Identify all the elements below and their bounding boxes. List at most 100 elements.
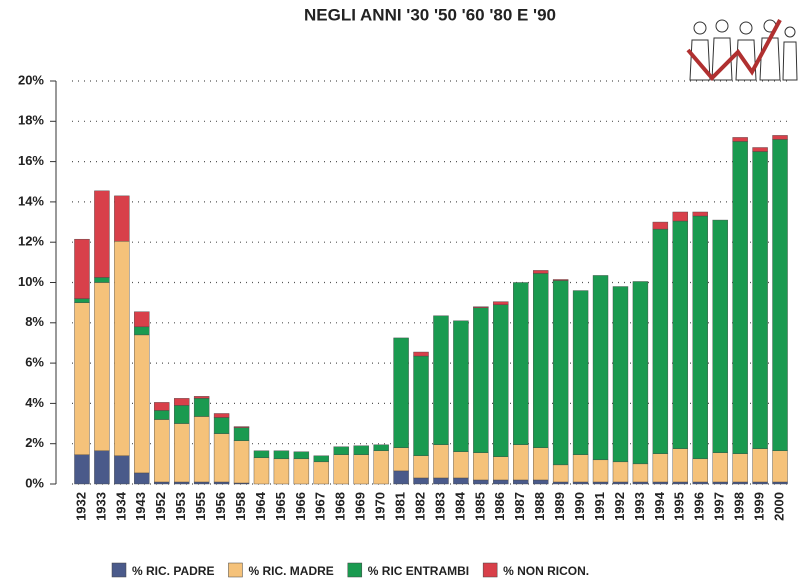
bar-segment xyxy=(552,280,569,466)
bar-segment xyxy=(752,147,768,152)
bar-segment xyxy=(134,326,150,336)
bar-segment xyxy=(672,211,689,222)
y-tick-label: 20% xyxy=(18,72,44,87)
bar-segment xyxy=(712,219,728,453)
bar-segment xyxy=(413,455,429,479)
bar-segment xyxy=(393,470,409,485)
bar-segment xyxy=(652,221,669,230)
x-tick-label: 1988 xyxy=(532,492,547,521)
bar-segment xyxy=(532,270,549,274)
bar-segment xyxy=(712,481,728,485)
x-tick-label: 1934 xyxy=(113,491,128,521)
x-tick-label: 1933 xyxy=(93,492,108,521)
x-tick-label: 1969 xyxy=(353,492,368,521)
bar-segment xyxy=(154,402,170,411)
bar-segment xyxy=(493,456,509,481)
legend-swatch xyxy=(111,562,127,578)
x-tick-label: 1997 xyxy=(712,492,727,521)
bar-segment xyxy=(193,416,210,483)
people-icon xyxy=(686,19,798,81)
bar-segment xyxy=(333,454,349,485)
bar-segment xyxy=(752,448,768,483)
bar-segment xyxy=(233,426,250,428)
bar-segment xyxy=(652,228,669,454)
bar-segment xyxy=(293,451,310,460)
bar-segment xyxy=(433,315,449,445)
bar-segment xyxy=(173,405,190,424)
bar-segment xyxy=(313,461,330,485)
bar-segment xyxy=(552,481,569,485)
bar-segment xyxy=(732,141,748,454)
x-tick-label: 1998 xyxy=(732,492,747,521)
x-tick-label: 1999 xyxy=(752,492,767,521)
x-tick-label: 1958 xyxy=(233,492,248,521)
legend-label: % NON RICON. xyxy=(503,564,589,578)
x-tick-label: 1932 xyxy=(73,492,88,521)
y-tick-label: 4% xyxy=(25,395,44,410)
bar-segment xyxy=(233,440,250,484)
bar-segment xyxy=(552,464,569,483)
x-tick-label: 1981 xyxy=(393,492,408,521)
bar-segment xyxy=(732,453,748,483)
legend-swatch xyxy=(228,562,243,578)
y-tick-label: 10% xyxy=(18,274,44,289)
bar-segment xyxy=(712,452,728,483)
bar-segment xyxy=(592,459,609,483)
x-tick-label: 1982 xyxy=(412,492,427,521)
x-tick-label: 1967 xyxy=(313,492,328,521)
bar-segment xyxy=(154,419,170,483)
bar-segment xyxy=(473,452,489,481)
bar-segment xyxy=(453,320,469,452)
legend-swatch xyxy=(482,562,498,578)
y-tick-label: 0% xyxy=(25,475,44,490)
bar-segment xyxy=(532,447,549,481)
x-tick-label: 1994 xyxy=(652,491,667,521)
bar-segment xyxy=(373,450,389,485)
x-tick-label: 1956 xyxy=(213,492,228,521)
bar-segment xyxy=(213,413,230,418)
bar-segment xyxy=(672,481,689,485)
x-tick-label: 1970 xyxy=(373,492,388,521)
bar-segment xyxy=(293,458,310,485)
bar-segment xyxy=(333,446,349,455)
bar-segment xyxy=(134,334,150,474)
x-tick-label: 1964 xyxy=(253,491,268,521)
x-tick-label: 1995 xyxy=(672,492,687,521)
bar-segment xyxy=(413,477,429,485)
bar-segment xyxy=(473,307,489,453)
bar-segment xyxy=(273,450,290,460)
bar-segment xyxy=(413,351,429,357)
bar-segment xyxy=(572,290,589,455)
bar-segment xyxy=(193,398,210,417)
x-tick-label: 1984 xyxy=(452,491,467,521)
chart-title: NEGLI ANNI '30 '50 '60 '80 E '90 xyxy=(304,5,556,24)
legend-label: % RIC. MADRE xyxy=(248,564,333,578)
bar-segment xyxy=(552,279,569,281)
bar-segment xyxy=(353,454,369,485)
bar-segment xyxy=(393,447,409,472)
x-tick-label: 1989 xyxy=(552,492,567,521)
bar-segment xyxy=(473,306,489,308)
bar-segment xyxy=(74,302,90,455)
bar-segment xyxy=(453,477,469,485)
bar-segment xyxy=(493,301,509,305)
bar-segment xyxy=(532,273,549,448)
bar-segment xyxy=(273,458,290,485)
bar-segment xyxy=(752,481,768,485)
legend-swatch xyxy=(347,562,363,578)
x-tick-label: 1996 xyxy=(692,492,707,521)
bar-segment xyxy=(493,479,509,485)
y-tick-label: 12% xyxy=(18,234,44,249)
bar-segment xyxy=(692,211,708,217)
bar-segment xyxy=(513,444,529,481)
bar-segment xyxy=(213,417,230,434)
bar-segment xyxy=(612,286,629,463)
bar-segment xyxy=(473,479,489,485)
x-tick-label: 1993 xyxy=(632,492,647,521)
x-tick-label: 1968 xyxy=(333,492,348,521)
bar-segment xyxy=(433,444,449,479)
bar-segment xyxy=(74,238,90,299)
bar-segment xyxy=(433,477,449,485)
x-tick-label: 1965 xyxy=(273,492,288,521)
